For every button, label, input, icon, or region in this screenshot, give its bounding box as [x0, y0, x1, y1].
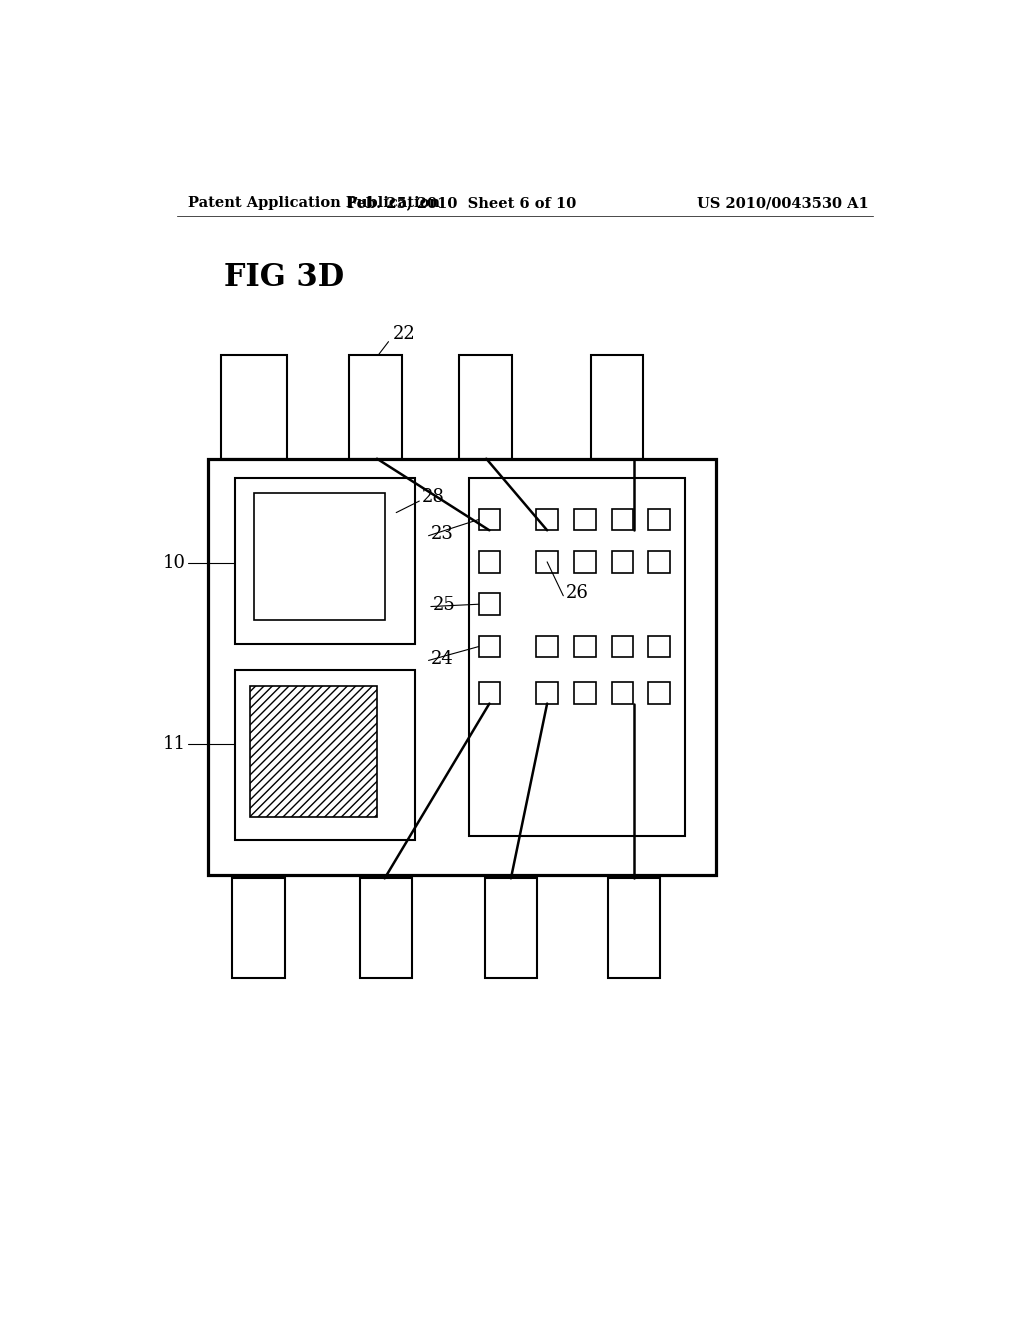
Text: 25: 25	[433, 597, 456, 614]
Bar	[460, 355, 512, 459]
Bar	[349, 355, 401, 459]
Bar	[254, 494, 385, 620]
Bar	[232, 878, 285, 978]
Bar	[574, 636, 596, 657]
Bar	[648, 636, 670, 657]
Text: 22: 22	[392, 325, 415, 343]
Bar	[611, 682, 634, 704]
Bar	[574, 552, 596, 573]
Bar	[250, 686, 377, 817]
Bar	[574, 508, 596, 531]
Bar	[648, 552, 670, 573]
Bar	[611, 636, 634, 657]
Text: 24: 24	[431, 649, 454, 668]
Bar	[234, 671, 416, 840]
Bar	[478, 552, 500, 573]
Bar	[611, 508, 634, 531]
Text: 10: 10	[163, 553, 186, 572]
Bar	[360, 878, 413, 978]
Text: FIG 3D: FIG 3D	[224, 263, 345, 293]
Text: 11: 11	[163, 735, 186, 752]
Bar	[478, 508, 500, 531]
Text: 26: 26	[565, 585, 589, 602]
Text: Patent Application Publication: Patent Application Publication	[188, 197, 440, 210]
Text: US 2010/0043530 A1: US 2010/0043530 A1	[696, 197, 868, 210]
Bar	[478, 636, 500, 657]
Bar	[611, 552, 634, 573]
Bar	[234, 478, 416, 644]
Bar	[478, 594, 500, 615]
Bar	[478, 682, 500, 704]
Bar	[537, 508, 558, 531]
Bar	[537, 552, 558, 573]
Bar	[221, 355, 287, 459]
Bar	[484, 878, 538, 978]
Text: 28: 28	[422, 488, 444, 506]
Bar	[537, 682, 558, 704]
Bar	[574, 682, 596, 704]
Bar	[208, 459, 716, 875]
Bar	[608, 878, 660, 978]
Bar	[591, 355, 643, 459]
Text: 23: 23	[431, 525, 454, 543]
Bar	[648, 508, 670, 531]
Bar	[648, 682, 670, 704]
Text: Feb. 25, 2010  Sheet 6 of 10: Feb. 25, 2010 Sheet 6 of 10	[347, 197, 577, 210]
Bar	[469, 478, 685, 836]
Bar	[537, 636, 558, 657]
